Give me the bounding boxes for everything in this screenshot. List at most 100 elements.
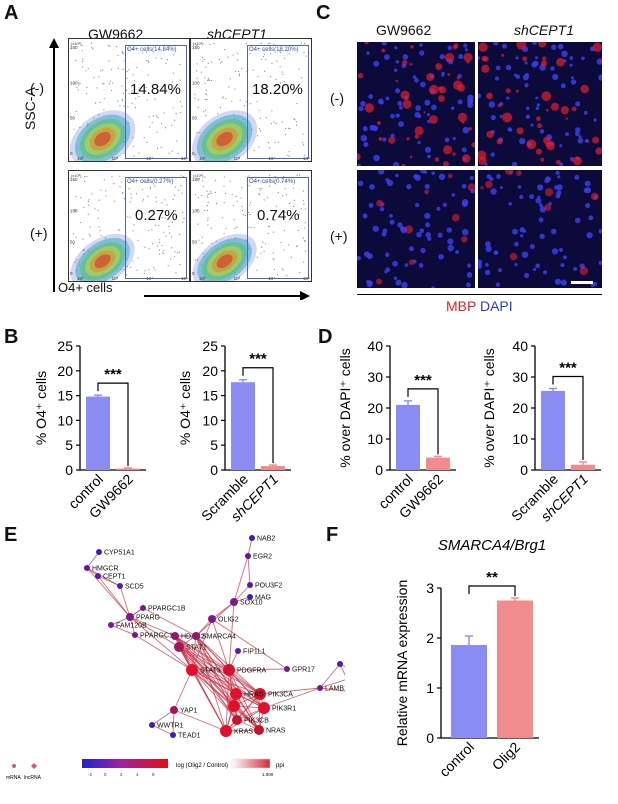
x-tick-label: control — [436, 739, 477, 780]
lncrna-symbol — [31, 763, 37, 769]
y-tick-label: 25 — [57, 338, 73, 354]
svg-text:50: 50 — [70, 116, 76, 121]
legend-mrna-label: mRNA — [6, 775, 21, 781]
panel-letter-a: A — [4, 2, 19, 24]
node-hras — [230, 688, 242, 700]
network-edge — [247, 555, 251, 586]
chart-f-svg: 0 1 2 3 control Olig2 ** Relative mRNA expressi… — [394, 537, 546, 780]
node-nab2 — [249, 535, 255, 541]
gradient-tick: 0 — [104, 772, 107, 777]
node-pparg — [126, 613, 134, 621]
svg-text:150: 150 — [192, 177, 200, 182]
svg-text:(x10³): (x10³) — [71, 173, 82, 178]
svg-text:(x10³): (x10³) — [71, 41, 82, 46]
significance-label: *** — [104, 366, 122, 383]
svg-text:50: 50 — [192, 240, 198, 245]
node-label: FIP1L1 — [243, 649, 266, 656]
network-edge — [228, 669, 260, 731]
facs-gate — [247, 45, 309, 159]
significance-label: *** — [249, 351, 267, 368]
network-edge — [319, 663, 341, 689]
svg-text:(x10³): (x10³) — [193, 41, 204, 46]
ppi-label: ppi — [276, 763, 284, 769]
y-tick-label: 40 — [512, 338, 528, 354]
significance-bracket — [468, 585, 516, 596]
node-scd5 — [117, 583, 123, 589]
facs-plot-shcept1-minus: 150 100 50 0 10² 10³ 10⁴ 10⁵ (x10³) O4+ cells(18… — [190, 38, 312, 162]
legend-lncrna-label: lncRNA — [24, 775, 42, 781]
panel-letter-b: B — [4, 326, 19, 348]
svg-text:100: 100 — [70, 80, 78, 85]
y-axis-label: % O4⁺ cells — [177, 371, 193, 445]
y-tick-label: 5 — [210, 437, 218, 453]
node-label: YAP1 — [180, 708, 197, 715]
facs-row-label-plus: (+) — [30, 225, 48, 241]
node-kras — [220, 725, 232, 737]
y-tick-label: 15 — [57, 388, 73, 404]
network-edges — [86, 537, 345, 736]
y-tick-label: 10 — [202, 412, 218, 428]
svg-text:150: 150 — [192, 45, 200, 50]
y-tick-label: 0 — [375, 462, 383, 478]
network-edge — [191, 669, 260, 731]
network-edge — [110, 624, 136, 636]
bar-Scramble — [541, 390, 565, 470]
network-edge — [258, 693, 261, 731]
node-lamb1 — [317, 685, 323, 691]
node-label: CEPT1 — [103, 574, 126, 581]
network-edge — [178, 646, 238, 721]
node-label: HRAS — [244, 692, 264, 699]
svg-text:10³: 10³ — [112, 276, 119, 281]
network-edge — [211, 618, 288, 670]
node-pik3r1 — [258, 702, 270, 714]
micrograph-gw9662-plus — [357, 170, 475, 288]
fold-change-gradient — [82, 759, 168, 768]
y-tick-label: 10 — [57, 412, 73, 428]
network-edge — [195, 635, 260, 731]
node-label: PDGFRA — [237, 668, 267, 675]
node-label: SOX10 — [240, 600, 263, 607]
network-edge — [195, 635, 227, 732]
node-label: GPR17 — [292, 667, 315, 674]
network-edge — [263, 687, 321, 709]
y-axis-label: % over DAPI⁺ cells — [337, 348, 353, 467]
network-edge — [134, 634, 193, 671]
significance-bracket — [552, 375, 584, 460]
node-pik3cb — [232, 715, 242, 725]
micro-legend: MBP DAPI — [446, 298, 513, 314]
legend-dapi: DAPI — [479, 298, 513, 314]
y-tick-label: 0 — [520, 462, 528, 478]
node-hdac2 — [171, 632, 179, 640]
network-edge — [228, 668, 288, 671]
svg-text:10²: 10² — [77, 156, 84, 161]
node-label: CYP51A1 — [104, 550, 135, 557]
node-egr2 — [245, 553, 251, 559]
chart-title: SMARCA4/Brg1 — [438, 537, 546, 554]
svg-text:10²: 10² — [77, 276, 84, 281]
y-tick-label: 0 — [426, 730, 434, 746]
network-edge — [119, 585, 131, 618]
node-label: FAM120B — [116, 623, 147, 630]
facs-row-label-minus: (-) — [30, 80, 44, 96]
bar-GW9662 — [426, 457, 450, 470]
facs-percentage: 14.84% — [130, 81, 181, 98]
network-edge — [142, 607, 197, 637]
mrna-symbol — [12, 764, 16, 768]
node-cept1 — [95, 573, 101, 579]
significance-label: ** — [486, 569, 498, 586]
network-edge — [97, 575, 131, 618]
network-edge — [178, 646, 260, 731]
network-edge — [259, 687, 321, 695]
y-axis-label: % O4⁺ cells — [33, 371, 49, 445]
node-ppargc1b — [140, 605, 146, 611]
panel-letter-f: F — [326, 524, 339, 546]
network-edge — [174, 635, 260, 731]
facs-gate-label: O4+ cells(0.27%) — [127, 179, 174, 185]
y-tick-label: 20 — [512, 400, 528, 416]
svg-text:10²: 10² — [199, 156, 206, 161]
y-tick-label: 5 — [65, 437, 73, 453]
svg-text:100: 100 — [192, 80, 200, 85]
